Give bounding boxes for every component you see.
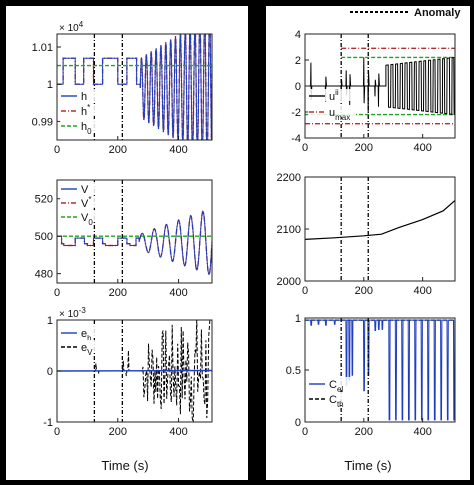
x-tick-label: 200 [355,426,373,438]
chart-cost: 0 200 400 2000 2100 2200 [277,172,456,297]
y-tick-label: 0 [295,81,301,93]
y-tick-label: 500 [35,231,53,243]
y-tick-label: 4 [295,29,301,41]
y-tick-label: 0.5 [286,365,301,377]
x-tick-label: 200 [109,426,127,438]
plot-area-V [57,210,212,276]
y-tick-label: 0 [47,366,53,378]
y-tick-label: 2 [295,55,301,67]
y-tick-label: 0.99 [32,116,53,128]
x-tick-label: 0 [302,285,308,297]
anomaly-legend-label: Anomaly [414,7,461,19]
legend-label: V [81,184,89,196]
x-tick-label: 200 [355,142,373,154]
y-tick-label: 1 [47,315,53,327]
legend-label: uii [329,88,339,103]
y-tick-label: -4 [291,133,301,145]
x-tick-label: 0 [302,426,308,438]
axis-multiplier: × 104 [59,20,84,34]
plot-area-cost [305,199,455,240]
legend-label: V* [81,195,91,210]
x-tick-label: 400 [413,285,431,297]
axes-frame-V [56,179,213,284]
plot-area-e [57,320,212,422]
y-tick-label: 2000 [277,276,301,288]
series-e-h [57,369,212,372]
y-tick-label: 480 [35,269,53,281]
x-tick-label: 200 [109,287,127,299]
legend-label: h* [81,103,90,118]
legend-label: h0 [81,121,92,136]
x-tick-label: 400 [413,142,431,154]
legend-label: eh [81,328,92,343]
chart-h: 0 200 400 0.99 1 1.01 × 104 hh* h0 [32,20,213,156]
y-tick-label: -1 [43,417,53,429]
series-h-actual [57,34,212,140]
y-tick-label: 1 [47,79,53,91]
plot-area-C [305,319,455,421]
x-tick-label: 400 [169,426,187,438]
series-cost [305,199,455,240]
plot-area-h [57,34,212,140]
y-tick-label: -2 [291,107,301,119]
y-tick-label: 520 [35,194,53,206]
series-C-el [305,319,455,421]
x-tick-label: 200 [355,285,373,297]
legend-h: hh* h0 [60,89,108,136]
x-tick-label: 0 [54,144,60,156]
y-tick-label: 1 [295,313,301,325]
y-tick-label: 2200 [277,172,301,184]
x-axis-title-left: Time (s) [101,458,148,473]
series-u-control [305,56,455,116]
x-tick-label: 200 [109,144,127,156]
x-tick-label: 400 [169,144,187,156]
legend-label: h [81,91,87,103]
x-tick-label: 0 [54,287,60,299]
chart-V: 0 200 400 480 500 520 VV*V0 [35,179,213,299]
x-axis-title-right: Time (s) [344,458,391,473]
axes-frame-h [56,33,213,141]
y-tick-label: 2100 [277,224,301,236]
y-tick-label: 0 [295,417,301,429]
x-tick-label: 0 [302,142,308,154]
x-tick-label: 400 [169,287,187,299]
x-tick-label: 400 [413,426,431,438]
x-tick-label: 0 [54,426,60,438]
legend-V: VV*V0 [60,182,108,227]
y-tick-label: 1.01 [32,42,53,54]
